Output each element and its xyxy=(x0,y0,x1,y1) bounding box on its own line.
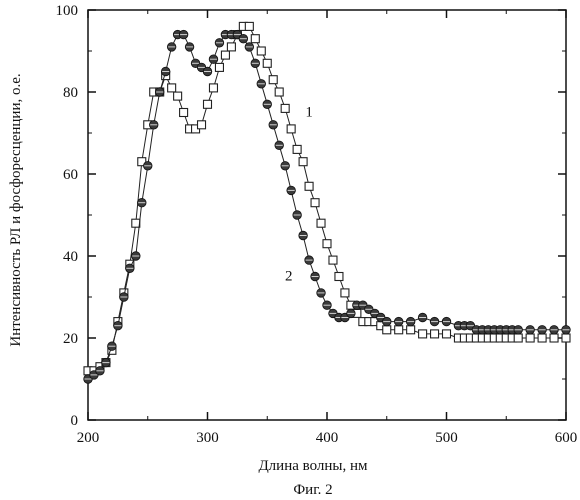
series-1-point xyxy=(251,35,259,43)
series-1-point xyxy=(443,330,451,338)
series-1-point xyxy=(431,330,439,338)
series-1-point xyxy=(180,109,188,117)
series-1-point xyxy=(419,330,427,338)
series-1-point xyxy=(198,121,206,129)
series-1-point xyxy=(275,88,283,96)
y-tick-label: 80 xyxy=(63,85,78,101)
series-1-point xyxy=(407,326,415,334)
x-tick-label: 500 xyxy=(435,430,458,446)
series-1: 1 xyxy=(84,22,570,374)
y-tick-label: 100 xyxy=(56,3,79,19)
series-1-point xyxy=(323,240,331,248)
series-1-point xyxy=(245,22,253,30)
x-axis-title: Длина волны, нм xyxy=(258,458,368,474)
figure-caption: Фиг. 2 xyxy=(293,482,332,498)
series-1-point xyxy=(514,334,522,342)
series-1-point xyxy=(269,76,277,84)
series-1-point xyxy=(538,334,546,342)
series-layer: 12 xyxy=(84,22,571,383)
series-1-point xyxy=(132,219,140,227)
series-1-point xyxy=(293,145,301,153)
series-1-point xyxy=(227,43,235,51)
series-1-point xyxy=(174,92,182,100)
series-1-point xyxy=(299,158,307,166)
axis-ticks xyxy=(88,10,566,420)
series-1-point xyxy=(395,326,403,334)
series-1-point xyxy=(305,182,313,190)
series-1-point xyxy=(311,199,319,207)
series-1-point xyxy=(329,256,337,264)
series-1-point xyxy=(168,84,176,92)
plot-frame xyxy=(88,10,566,420)
y-tick-label: 60 xyxy=(63,167,78,183)
series-1-label: 1 xyxy=(305,105,313,121)
series-1-line xyxy=(88,26,566,370)
series-1-point xyxy=(317,219,325,227)
series-1-point xyxy=(550,334,558,342)
y-tick-label: 40 xyxy=(63,249,78,265)
y-tick-label: 0 xyxy=(71,413,79,429)
series-1-point xyxy=(526,334,534,342)
x-tick-label: 300 xyxy=(196,430,219,446)
series-1-point xyxy=(335,273,343,281)
series-1-point xyxy=(341,289,349,297)
series-2-label: 2 xyxy=(285,269,293,285)
series-1-point xyxy=(221,51,229,59)
y-axis-title: Интенсивность РЛ и фосфоресценции, о.е. xyxy=(8,73,24,346)
series-1-point xyxy=(263,59,271,67)
series-1-point xyxy=(204,100,212,108)
x-tick-label: 400 xyxy=(316,430,339,446)
series-1-point xyxy=(383,326,391,334)
series-2: 2 xyxy=(84,30,571,383)
series-1-point xyxy=(215,63,223,71)
series-1-point xyxy=(257,47,265,55)
x-tick-label: 200 xyxy=(77,430,100,446)
y-tick-label: 20 xyxy=(63,331,78,347)
x-tick-label: 600 xyxy=(555,430,578,446)
series-1-point xyxy=(562,334,570,342)
series-1-point xyxy=(281,104,289,112)
series-1-point xyxy=(209,84,217,92)
series-1-point xyxy=(287,125,295,133)
